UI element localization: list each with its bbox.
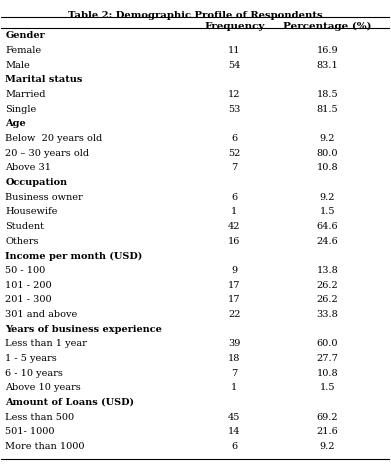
Text: 6 - 10 years: 6 - 10 years	[5, 369, 63, 378]
Text: Less than 500: Less than 500	[5, 412, 74, 422]
Text: Frequency: Frequency	[204, 22, 264, 31]
Text: Male: Male	[5, 61, 30, 70]
Text: 10.8: 10.8	[317, 369, 338, 378]
Text: 54: 54	[228, 61, 240, 70]
Text: 101 - 200: 101 - 200	[5, 281, 52, 290]
Text: Married: Married	[5, 90, 46, 99]
Text: 201 - 300: 201 - 300	[5, 295, 52, 305]
Text: 18: 18	[228, 354, 240, 363]
Text: Below  20 years old: Below 20 years old	[5, 134, 102, 143]
Text: 21.6: 21.6	[317, 427, 338, 436]
Text: Above 31: Above 31	[5, 163, 51, 173]
Text: 17: 17	[228, 295, 240, 305]
Text: 6: 6	[231, 134, 237, 143]
Text: 1.5: 1.5	[320, 383, 335, 392]
Text: Occupation: Occupation	[5, 178, 67, 187]
Text: 7: 7	[231, 369, 237, 378]
Text: 24.6: 24.6	[317, 237, 338, 246]
Text: 64.6: 64.6	[317, 222, 338, 231]
Text: Student: Student	[5, 222, 44, 231]
Text: 1.5: 1.5	[320, 207, 335, 216]
Text: 11: 11	[228, 46, 240, 55]
Text: 16: 16	[228, 237, 240, 246]
Text: 33.8: 33.8	[317, 310, 338, 319]
Text: Others: Others	[5, 237, 39, 246]
Text: Business owner: Business owner	[5, 193, 83, 202]
Text: Percentage (%): Percentage (%)	[283, 22, 372, 31]
Text: 1: 1	[231, 207, 237, 216]
Text: 18.5: 18.5	[317, 90, 338, 99]
Text: Amount of Loans (USD): Amount of Loans (USD)	[5, 398, 134, 407]
Text: 52: 52	[228, 149, 240, 158]
Text: 20 – 30 years old: 20 – 30 years old	[5, 149, 90, 158]
Text: 7: 7	[231, 163, 237, 173]
Text: 6: 6	[231, 442, 237, 451]
Text: 53: 53	[228, 105, 240, 114]
Text: Above 10 years: Above 10 years	[5, 383, 81, 392]
Text: 45: 45	[228, 412, 240, 422]
Text: 501- 1000: 501- 1000	[5, 427, 55, 436]
Text: Years of business experience: Years of business experience	[5, 325, 162, 334]
Text: Income per month (USD): Income per month (USD)	[5, 252, 143, 260]
Text: Marital status: Marital status	[5, 75, 83, 85]
Text: Gender: Gender	[5, 32, 45, 40]
Text: 26.2: 26.2	[317, 295, 338, 305]
Text: 9.2: 9.2	[320, 442, 335, 451]
Text: Table 2: Demographic Profile of Respondents: Table 2: Demographic Profile of Responde…	[68, 11, 323, 20]
Text: 50 - 100: 50 - 100	[5, 266, 45, 275]
Text: 39: 39	[228, 339, 240, 348]
Text: Age: Age	[5, 120, 26, 128]
Text: 26.2: 26.2	[317, 281, 338, 290]
Text: 16.9: 16.9	[317, 46, 338, 55]
Text: 42: 42	[228, 222, 240, 231]
Text: 6: 6	[231, 193, 237, 202]
Text: 9.2: 9.2	[320, 134, 335, 143]
Text: 80.0: 80.0	[317, 149, 338, 158]
Text: 10.8: 10.8	[317, 163, 338, 173]
Text: 17: 17	[228, 281, 240, 290]
Text: 22: 22	[228, 310, 240, 319]
Text: More than 1000: More than 1000	[5, 442, 85, 451]
Text: 9.2: 9.2	[320, 193, 335, 202]
Text: Less than 1 year: Less than 1 year	[5, 339, 87, 348]
Text: Housewife: Housewife	[5, 207, 57, 216]
Text: 301 and above: 301 and above	[5, 310, 77, 319]
Text: 27.7: 27.7	[317, 354, 339, 363]
Text: 1: 1	[231, 383, 237, 392]
Text: 13.8: 13.8	[317, 266, 338, 275]
Text: Female: Female	[5, 46, 41, 55]
Text: 83.1: 83.1	[317, 61, 338, 70]
Text: 1 - 5 years: 1 - 5 years	[5, 354, 57, 363]
Text: 14: 14	[228, 427, 240, 436]
Text: Single: Single	[5, 105, 36, 114]
Text: 81.5: 81.5	[317, 105, 338, 114]
Text: 12: 12	[228, 90, 240, 99]
Text: 9: 9	[231, 266, 237, 275]
Text: 60.0: 60.0	[317, 339, 338, 348]
Text: 69.2: 69.2	[317, 412, 338, 422]
